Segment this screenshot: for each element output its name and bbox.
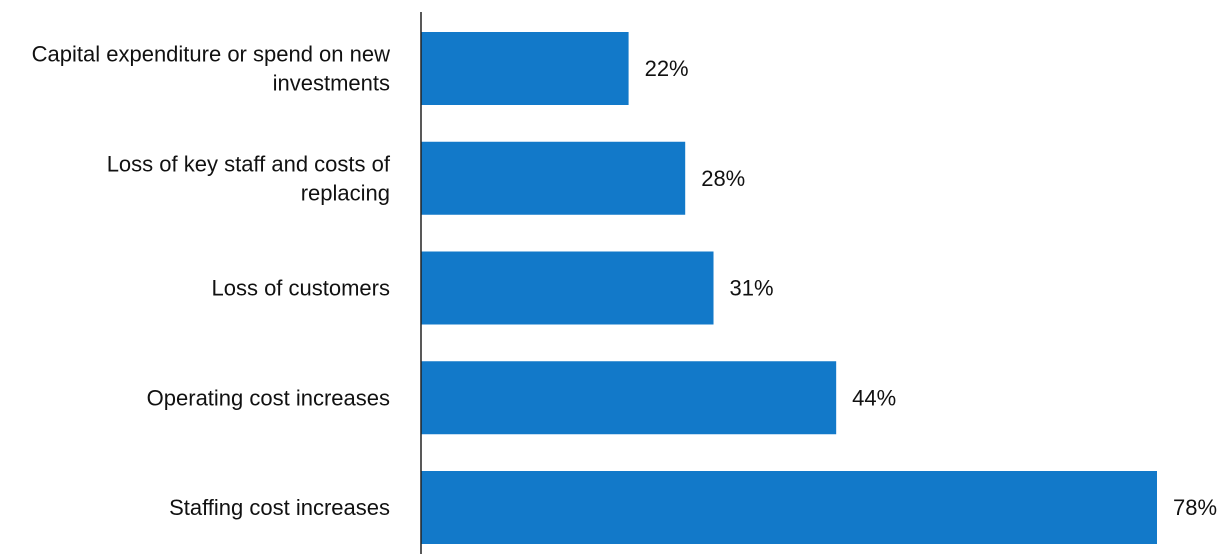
category-label: Loss of key staff and costs of replacing [107, 151, 391, 205]
bar [421, 32, 629, 105]
bar-value-label: 78% [1173, 495, 1217, 520]
category-label-line: Staffing cost increases [169, 495, 390, 520]
bar [421, 141, 686, 215]
category-label: Staffing cost increases [169, 495, 390, 520]
category-label-line: Capital expenditure or spend on new [32, 42, 390, 67]
category-label-line: Operating cost increases [147, 385, 390, 410]
bar-value-label: 31% [730, 276, 774, 301]
category-label: Operating cost increases [147, 385, 390, 410]
bar [421, 361, 837, 435]
category-label-line: Loss of customers [211, 276, 390, 301]
bar-value-label: 22% [645, 56, 689, 81]
category-label: Capital expenditure or spend on new inves… [32, 42, 390, 96]
category-labels-group: Capital expenditure or spend on new inves… [32, 42, 391, 521]
bars-group [421, 32, 1157, 544]
bar [421, 471, 1157, 544]
bar [421, 251, 714, 325]
category-label-line: replacing [301, 180, 390, 205]
bar-value-label: 28% [701, 166, 745, 191]
bar-value-label: 44% [852, 385, 896, 410]
category-label-line: investments [273, 71, 390, 96]
category-label: Loss of customers [211, 276, 390, 301]
value-labels-group: 22% 28% 31% 44% 78% [645, 56, 1217, 520]
category-label-line: Loss of key staff and costs of [107, 151, 391, 176]
